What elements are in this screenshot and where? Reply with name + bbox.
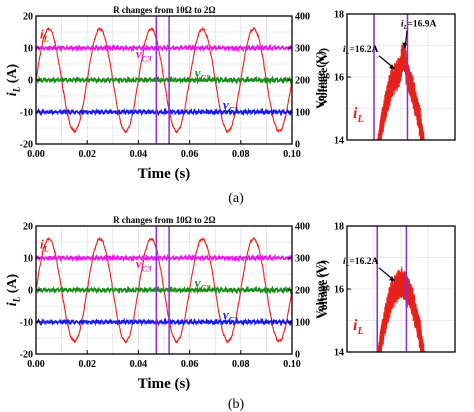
y-tick-label-left: 20 [23, 12, 33, 23]
y-tick-label-right: 100 [295, 108, 310, 119]
zoom-y-axis-label: Voltage (V) [316, 48, 330, 106]
zoom-y-tick-label: 16 [334, 285, 344, 296]
series-line-v_C1 [35, 317, 293, 327]
panel-b-zoom-chart: 14 16 18 Voltage (V) iL iL=16.2A [316, 222, 456, 359]
y-tick-label-right: 400 [295, 12, 310, 23]
x-tick-label: 0.04 [130, 359, 148, 370]
y-tick-label-left: -10 [20, 108, 33, 119]
zoom-arrowhead-1 [389, 64, 395, 70]
caption-a: (a) [228, 191, 244, 206]
series-line-v_C2 [36, 285, 293, 295]
x-tick-label: 0.06 [181, 149, 199, 160]
zoom-y-axis-label: Voltage (V) [316, 260, 330, 318]
x-tick-label: 0.02 [78, 359, 96, 370]
y-tick-label-left: 10 [23, 254, 33, 265]
y-axis-label-right: Voltage (V) [313, 51, 327, 109]
y-tick-label-right: 400 [295, 222, 310, 233]
zoom-y-tick-label: 18 [334, 10, 344, 21]
y-tick-label-right: 300 [295, 44, 310, 55]
series-label-v_C2: vC2 [195, 275, 211, 292]
zoom-y-tick-label: 14 [334, 348, 344, 359]
zoom-y-tick-label: 16 [334, 73, 344, 84]
x-tick-label: 0.08 [232, 359, 250, 370]
series-label-i_L: iL [40, 236, 49, 253]
y-tick-label-left: -20 [20, 140, 33, 151]
zoom-y-tick-label: 14 [334, 136, 344, 147]
series-label-v_C1: vC1 [223, 307, 239, 324]
panel-a-zoom-chart: 14 16 18 Voltage (V) iL iL=16.2A iL=16.9A [316, 10, 456, 147]
y-tick-label-left: -10 [20, 318, 33, 329]
x-axis-label: Time (s) [138, 376, 191, 392]
zoom-annotation-1: iL=16.2A [343, 257, 378, 268]
zoom-series-iL [376, 41, 425, 142]
x-tick-label: 0.08 [232, 149, 250, 160]
y-tick-label-left: 0 [28, 76, 33, 87]
zoom-arrowhead-1 [389, 276, 395, 282]
zoom-arrowhead-2 [402, 42, 407, 49]
x-tick-label: 0.10 [283, 359, 301, 370]
caption-b: (b) [228, 397, 245, 412]
y-tick-label-left: 20 [23, 222, 33, 233]
y-axis-label-left: iL (A) [5, 63, 22, 96]
panel-a-main-chart: 0.00 0.02 0.04 0.06 0.08 0.10-20-100102001002… [5, 5, 327, 182]
series-label-v_C1: vC1 [223, 97, 239, 114]
zoom-series-iL [376, 266, 425, 354]
series-line-v_C3 [35, 43, 293, 53]
y-tick-label-right: 300 [295, 254, 310, 265]
y-tick-label-left: 10 [23, 44, 33, 55]
series-label-v_C3: vC3 [136, 256, 152, 273]
x-tick-label: 0.02 [78, 149, 96, 160]
x-tick-label: 0.10 [283, 149, 301, 160]
zoom-y-tick-label: 18 [334, 222, 344, 233]
y-tick-label-right: 0 [295, 140, 300, 151]
y-tick-label-right: 200 [295, 76, 310, 87]
x-tick-label: 0.06 [181, 359, 199, 370]
y-axis-label-left-group: iL (A) [5, 63, 22, 96]
x-tick-label: 0.00 [27, 359, 45, 370]
y-tick-label-left: 0 [28, 286, 33, 297]
change-annotation: R changes from 10Ω to 2Ω [113, 5, 216, 15]
x-axis-label: Time (s) [138, 166, 191, 182]
x-tick-label: 0.00 [27, 149, 45, 160]
series-label-i_L: iL [40, 26, 49, 43]
zoom-annotation-2: iL=16.9A [401, 20, 436, 31]
series-line-v_C3 [35, 253, 293, 263]
series-label-v_C2: vC2 [195, 65, 211, 82]
y-tick-label-right: 0 [295, 350, 300, 361]
y-tick-label-right: 200 [295, 286, 310, 297]
y-axis-label-left: iL (A) [5, 273, 22, 306]
series-label-v_C3: vC3 [136, 46, 152, 63]
panel-b-main-chart: 0.00 0.02 0.04 0.06 0.08 0.10-20-100102001002… [5, 215, 327, 392]
series-line-v_C1 [35, 107, 293, 117]
change-annotation: R changes from 10Ω to 2Ω [113, 215, 216, 225]
y-tick-label-left: -20 [20, 350, 33, 361]
zoom-series-label: iL [353, 317, 364, 337]
y-axis-label-right: Voltage (V) [313, 261, 327, 319]
x-tick-label: 0.04 [130, 149, 148, 160]
y-axis-label-left-group: iL (A) [5, 273, 22, 306]
series-line-v_C2 [36, 75, 293, 85]
zoom-series-label: iL [353, 105, 364, 125]
y-tick-label-right: 100 [295, 318, 310, 329]
zoom-annotation-1: iL=16.2A [343, 45, 378, 56]
